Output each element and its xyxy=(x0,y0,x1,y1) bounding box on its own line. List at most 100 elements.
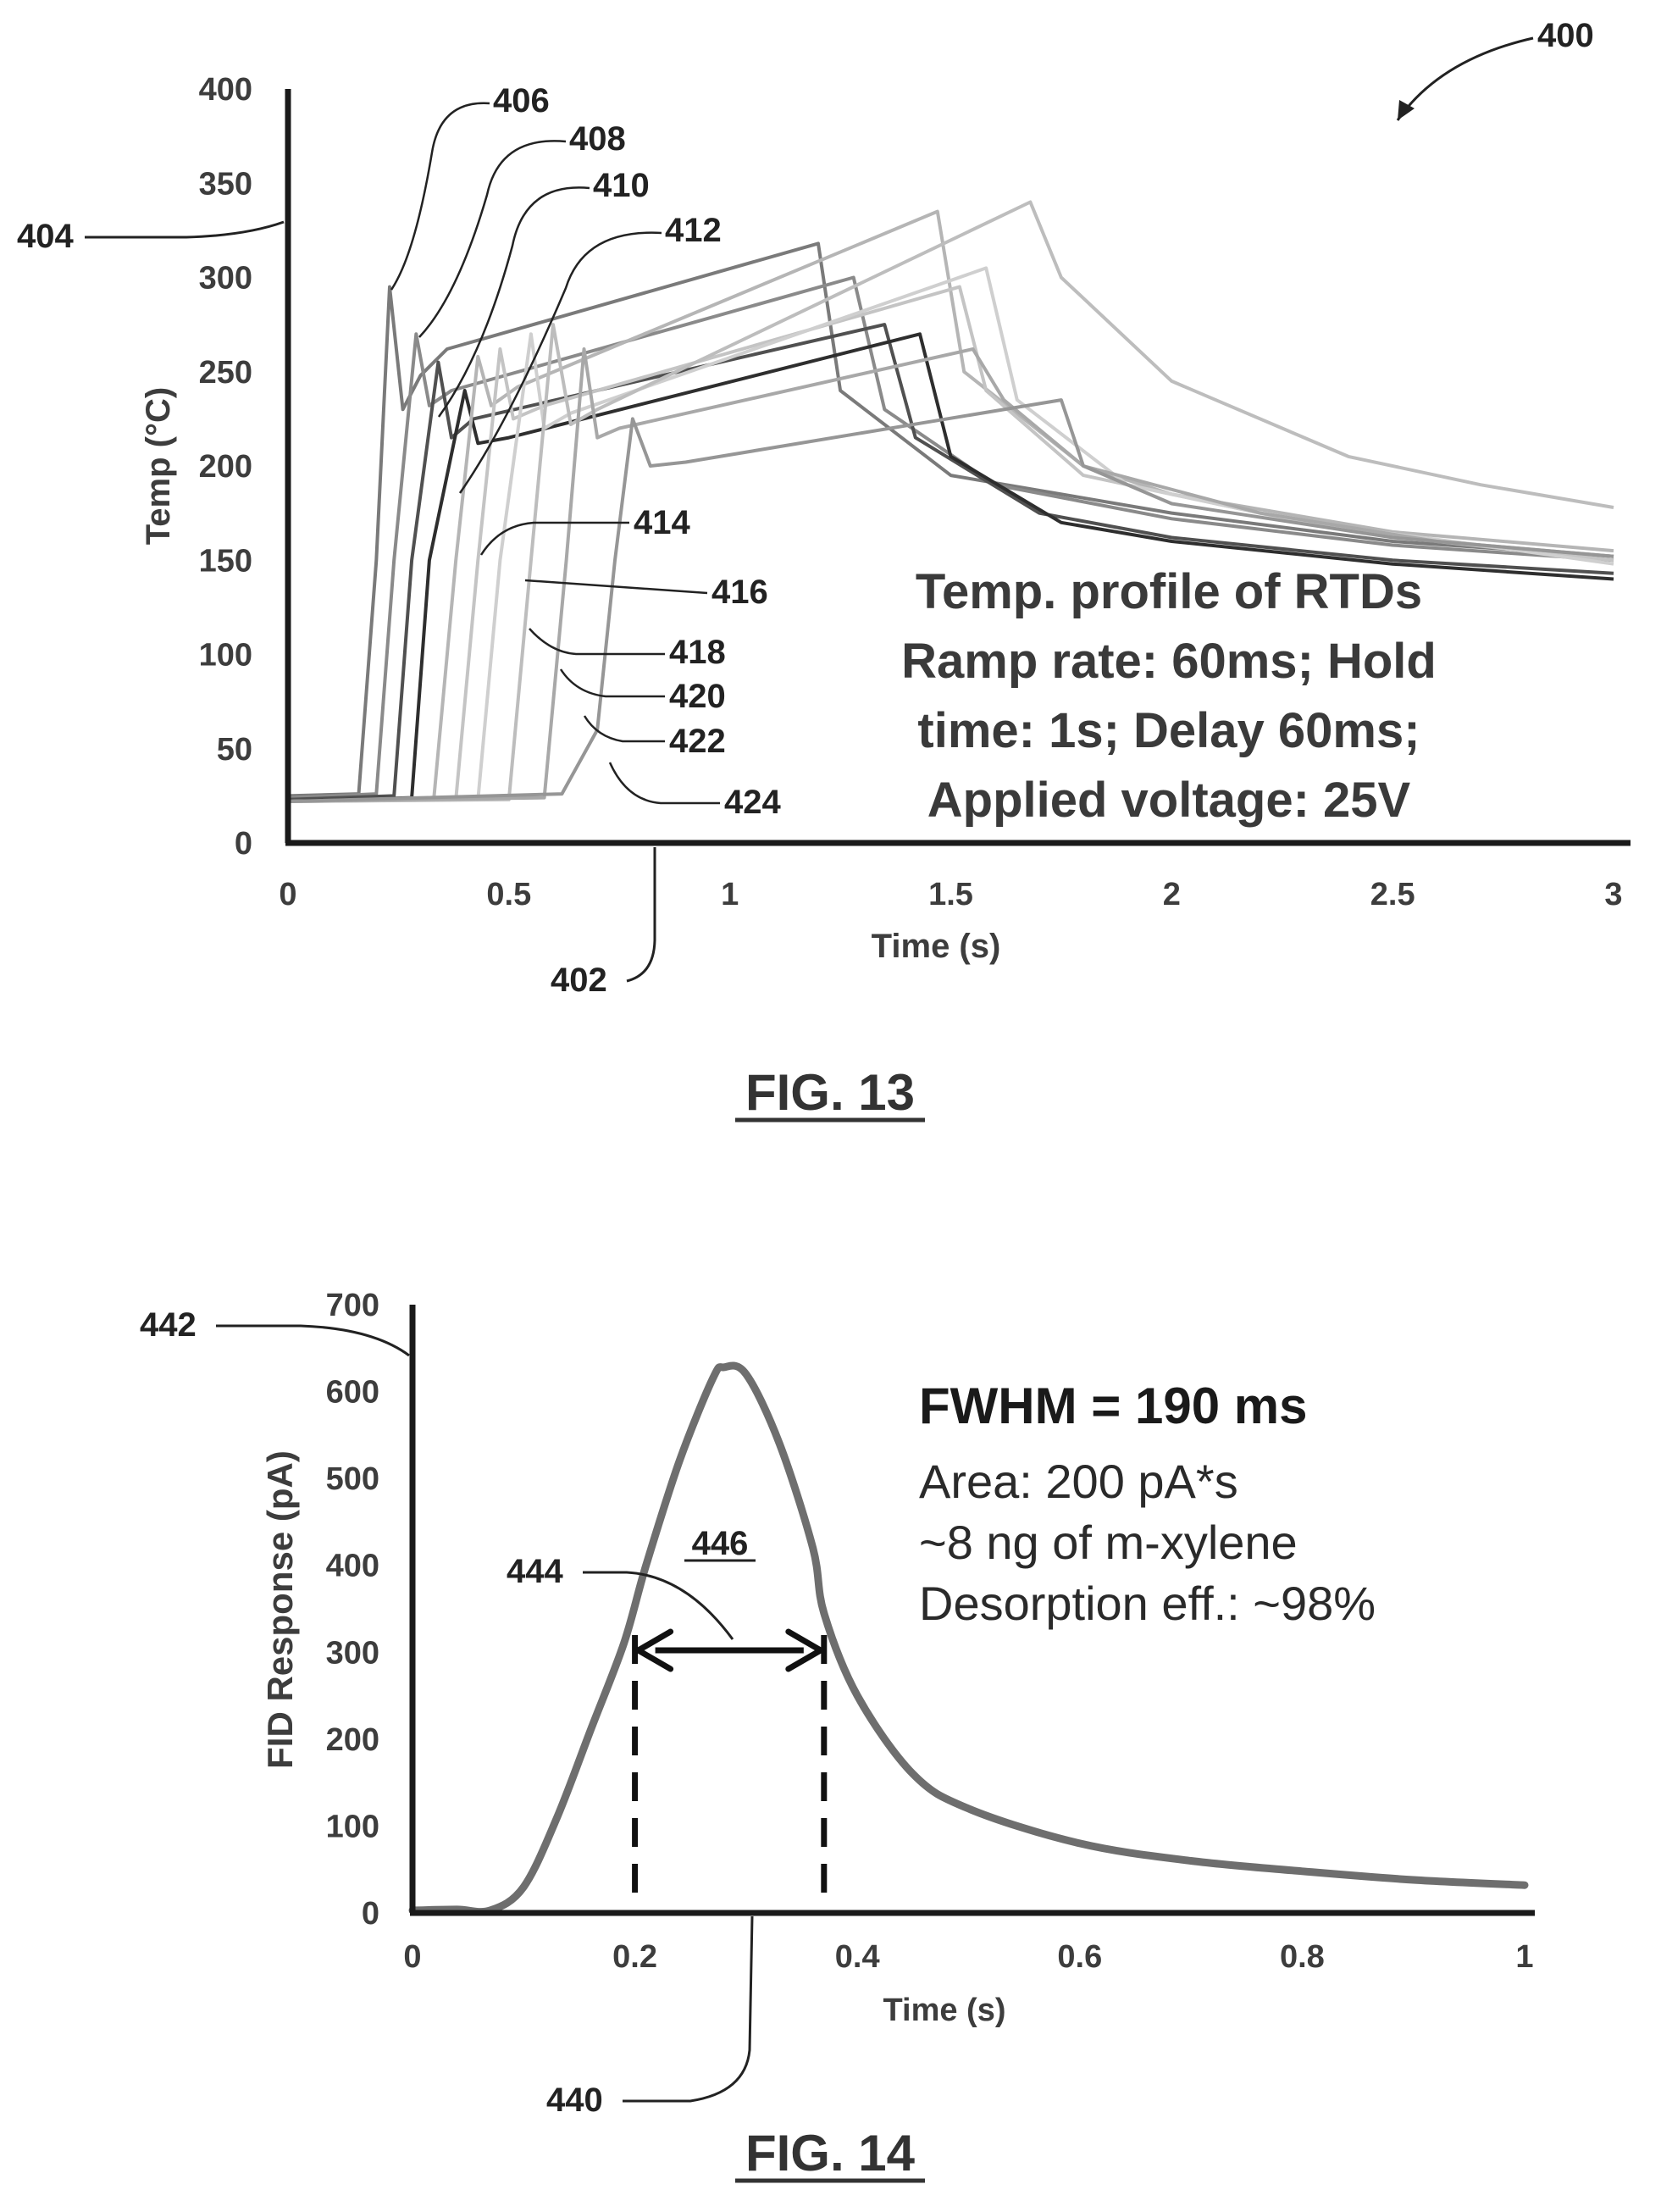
fig14-x-tick-label: 1 xyxy=(1515,1939,1533,1975)
fig14-y-tick-label: 200 xyxy=(326,1722,379,1758)
fig13-ref-402: 402 xyxy=(551,962,607,999)
series-ref-424: 424 xyxy=(724,784,781,821)
fig13-series-group xyxy=(287,200,1614,803)
series-ref-406: 406 xyxy=(493,82,550,119)
fig13-series-line-408 xyxy=(287,275,1614,800)
fig13-y-tick-label: 150 xyxy=(199,543,252,579)
fig14-ref-446: 446 xyxy=(692,1525,749,1562)
fig13-ref-404: 404 xyxy=(17,218,74,255)
fig13-ref-400: 400 xyxy=(1537,17,1594,54)
fwhm-arrowhead-right xyxy=(785,1628,824,1672)
fig14-ref-440: 440 xyxy=(546,2082,603,2119)
fig14-series-group xyxy=(408,1361,1529,1916)
fig13-x-axis-label: Time (s) xyxy=(872,928,1001,965)
fig14-ref-440-leader xyxy=(623,1915,754,2103)
fig14-x-tick-label: 0 xyxy=(403,1939,421,1975)
fig13-y-tick-label: 350 xyxy=(199,166,252,202)
fig13-caption: FIG. 13 xyxy=(735,1064,925,1123)
fig14-x-tick-label: 0.8 xyxy=(1280,1939,1325,1975)
fig13-y-axis-label: Temp (°C) xyxy=(140,387,177,545)
fig14-fwhm-markers xyxy=(632,1628,828,1910)
fig13-annotation-line-1: Temp. profile of RTDs xyxy=(916,564,1422,619)
fig13-x-tick-label: 1.5 xyxy=(928,877,973,912)
series-ref-422-leader xyxy=(583,715,665,743)
series-ref-420: 420 xyxy=(669,678,726,715)
fig13-caption-text: FIG. 13 xyxy=(745,1064,915,1121)
fig14-tick-labels: 0 0.2 0.4 0.6 0.8 1 0 100 200 300 400 500 600 700 xyxy=(326,1288,1534,1975)
fig14-y-axis-label: FID Response (pA) xyxy=(260,1450,300,1769)
fig14-y-tick-label: 100 xyxy=(326,1809,379,1844)
fig14-caption-text: FIG. 14 xyxy=(745,2125,916,2182)
series-ref-410: 410 xyxy=(593,167,650,204)
fig13-series-refs: 406 408 410 412 414 416 418 420 422 424 xyxy=(390,82,781,821)
fwhm-arrowhead-left xyxy=(635,1628,674,1672)
fig14-ref-444: 444 xyxy=(507,1553,563,1590)
series-ref-412-leader xyxy=(458,231,662,494)
fig13-y-tick-label: 400 xyxy=(199,72,252,108)
fig13-annotation-line-4: Applied voltage: 25V xyxy=(927,773,1411,828)
fig13-y-tick-label: 50 xyxy=(217,732,252,768)
fig13-annotation-line-2: Ramp rate: 60ms; Hold xyxy=(901,634,1437,689)
fig14-annotation-line-1: Area: 200 pA*s xyxy=(919,1455,1238,1508)
fig13-y-tick-label: 100 xyxy=(199,638,252,674)
fig14-ref-442-leader xyxy=(216,1324,410,1357)
series-ref-406-leader xyxy=(390,102,490,291)
fig13-series-line-412 xyxy=(287,332,1614,803)
fig14-y-tick-label: 400 xyxy=(326,1549,379,1584)
series-ref-422: 422 xyxy=(669,723,726,760)
fig13-x-tick-label: 3 xyxy=(1604,877,1622,912)
fig13-ref-400-leader xyxy=(1396,36,1534,121)
fig13-series-line-424 xyxy=(287,398,1614,803)
series-ref-414-leader xyxy=(479,521,629,556)
series-ref-420-leader xyxy=(559,668,665,698)
fig13-ref-400-arrowhead xyxy=(1398,100,1415,120)
fig14-y-tick-label: 700 xyxy=(326,1288,379,1323)
fig14-x-tick-label: 0.4 xyxy=(835,1939,880,1975)
fig13-series-line-406 xyxy=(287,241,1614,798)
fig13-x-tick-label: 0 xyxy=(279,877,296,912)
fig14-chart: 0 0.2 0.4 0.6 0.8 1 0 100 200 300 400 500 600 700 FID… xyxy=(140,1288,1535,2183)
series-ref-408: 408 xyxy=(569,120,626,158)
series-ref-412: 412 xyxy=(665,212,722,249)
fig14-annotation-line-3: Desorption eff.: ~98% xyxy=(919,1577,1376,1630)
series-ref-424-leader xyxy=(608,762,720,805)
fig13-x-tick-label: 0.5 xyxy=(486,877,531,912)
series-ref-416-leader xyxy=(524,579,708,595)
fig14-ref-442: 442 xyxy=(140,1306,197,1344)
fig13-tick-labels: 0 0.5 1 1.5 2 2.5 3 0 50 100 150 200 250 300 350 400 xyxy=(199,72,1623,912)
fig13-series-line-420 xyxy=(287,200,1614,803)
fig13-y-tick-label: 0 xyxy=(235,826,252,862)
fig13-y-tick-label: 250 xyxy=(199,355,252,391)
fid-response-curve xyxy=(408,1361,1529,1916)
fig13-ref-402-leader xyxy=(626,847,656,983)
fig13-ref-404-leader xyxy=(85,220,285,239)
fig13-x-tick-label: 1 xyxy=(721,877,739,912)
series-ref-418: 418 xyxy=(669,634,726,671)
series-ref-418-leader xyxy=(529,628,665,656)
fig13-y-tick-label: 300 xyxy=(199,261,252,297)
series-ref-416: 416 xyxy=(711,574,768,611)
fig13-y-tick-label: 200 xyxy=(199,449,252,485)
fig13-x-tick-label: 2 xyxy=(1163,877,1181,912)
fig14-x-tick-label: 0.2 xyxy=(612,1939,657,1975)
series-ref-408-leader xyxy=(418,140,567,338)
fig14-y-tick-label: 500 xyxy=(326,1461,379,1497)
fig14-annotation-line-2: ~8 ng of m-xylene xyxy=(919,1516,1298,1569)
fig14-caption: FIG. 14 xyxy=(735,2125,925,2183)
fig13-chart: 0 0.5 1 1.5 2 2.5 3 0 50 100 150 200 250 300 350 400 Te… xyxy=(17,17,1631,1123)
fig13-annotation: Temp. profile of RTDs Ramp rate: 60ms; H… xyxy=(901,564,1437,828)
series-ref-414: 414 xyxy=(634,504,690,541)
fig14-y-tick-label: 0 xyxy=(362,1896,379,1932)
fig14-x-tick-label: 0.6 xyxy=(1057,1939,1102,1975)
fig14-y-tick-label: 300 xyxy=(326,1635,379,1671)
fig13-annotation-line-3: time: 1s; Delay 60ms; xyxy=(917,703,1420,758)
fig14-annotation-title: FWHM = 190 ms xyxy=(919,1378,1307,1434)
fig14-ref-444-leader xyxy=(583,1571,734,1640)
fig14-x-axis-label: Time (s) xyxy=(883,1993,1005,2028)
fig14-y-tick-label: 600 xyxy=(326,1375,379,1411)
fig13-series-line-422 xyxy=(287,347,1614,803)
fig14-annotation: FWHM = 190 ms Area: 200 pA*s ~8 ng of m-… xyxy=(919,1378,1376,1630)
series-ref-410-leader xyxy=(437,186,590,418)
fig13-x-tick-label: 2.5 xyxy=(1370,877,1415,912)
